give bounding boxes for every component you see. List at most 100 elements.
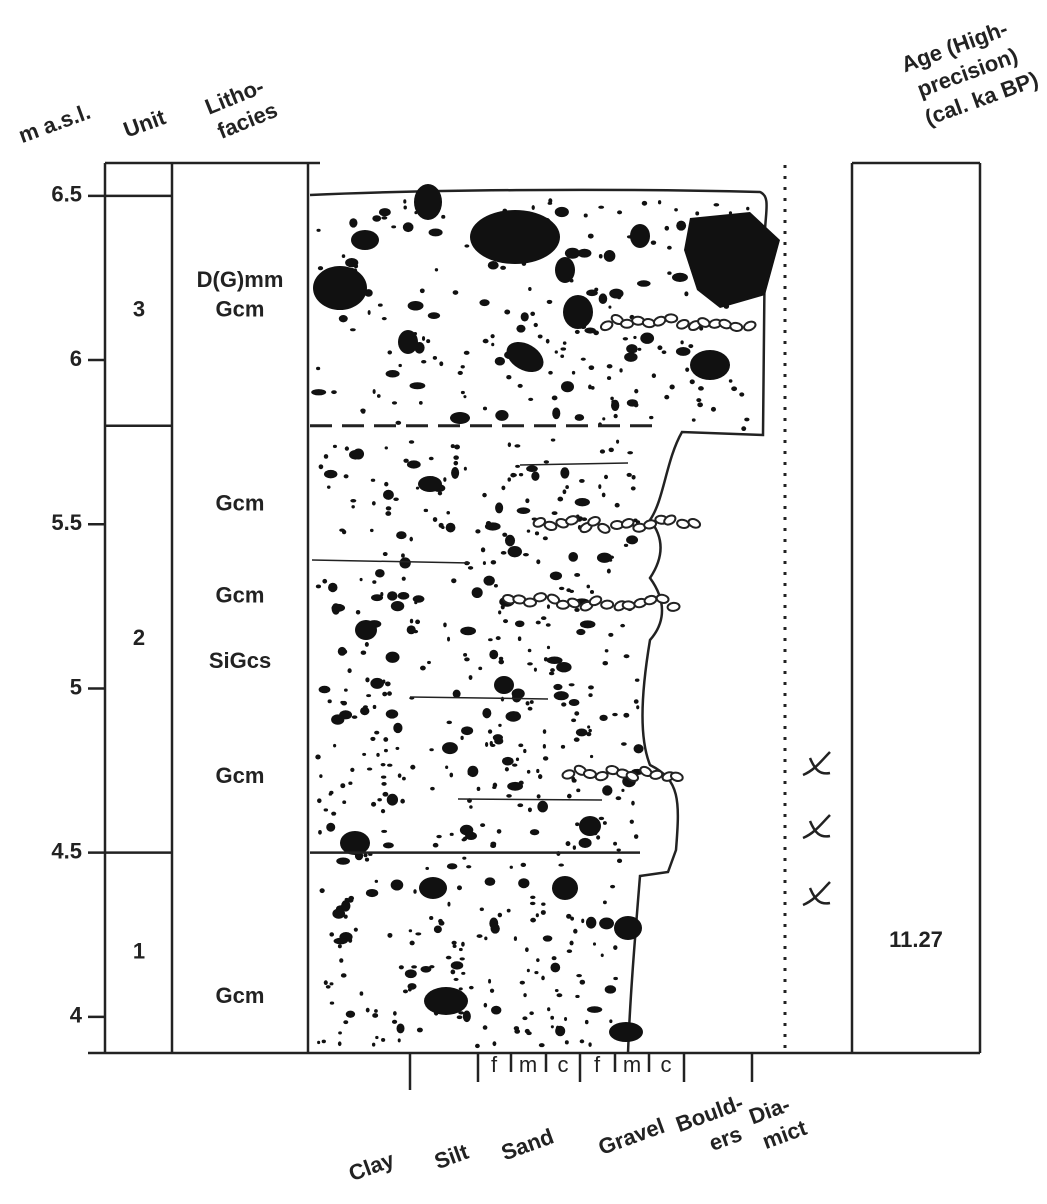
clast [317,266,324,271]
clast [337,1041,342,1047]
clast [487,729,493,734]
clast [676,220,687,231]
clast [731,386,738,392]
clast [608,632,614,637]
clast [581,517,588,521]
clast [500,696,505,702]
clast [409,536,413,542]
clast [564,1017,568,1022]
pebble [687,518,702,529]
clast [509,865,513,869]
clast [462,856,467,860]
clast [602,417,606,421]
clast [538,774,543,780]
clast [390,600,405,612]
clast [381,1037,386,1042]
clast [339,528,345,532]
clast [319,888,325,894]
clast [583,213,588,218]
clast [460,365,465,369]
clast [343,914,348,919]
clast [684,291,689,297]
clast [534,531,540,536]
clast [468,985,474,990]
clast [371,801,377,807]
clast [372,1013,379,1018]
clast [315,584,322,589]
clast [574,607,580,612]
pebble [620,518,635,529]
clast [347,668,352,674]
clast [542,756,549,761]
clast [408,929,413,933]
clast [382,679,386,684]
clast [571,370,576,375]
clast [586,289,598,297]
clast [452,689,461,698]
clast [425,866,430,871]
clast [526,465,538,473]
clast [537,334,543,339]
clast [554,988,559,993]
clast [380,808,386,814]
clast [453,455,459,460]
grain-size-label: Gravel [595,1113,668,1160]
clast [547,1007,551,1012]
clast [602,821,607,825]
pebble [643,519,658,530]
clast [383,748,388,753]
clast [487,260,499,270]
clast [650,240,657,245]
clast [633,335,637,339]
clast [691,418,696,422]
clast [584,327,596,334]
clast [492,653,497,658]
clast [344,446,350,451]
clast [531,205,535,210]
y-tick-label: 6 [70,346,82,371]
clast [438,918,443,924]
clast [522,1016,528,1021]
clast [671,272,688,282]
clast [360,706,370,716]
clast [337,944,342,949]
pebble [666,601,681,612]
clast [664,225,670,231]
clast [458,1011,465,1015]
clast [540,910,546,915]
clast [598,254,603,259]
clast [588,1042,592,1047]
clast [409,940,415,946]
clast [395,420,402,425]
clast [504,309,511,315]
clast [565,841,571,847]
clast [612,712,618,717]
clast [365,888,379,898]
clast [341,700,348,706]
clast [574,711,580,716]
clast [664,394,670,400]
clast [629,819,634,824]
clast [549,571,563,581]
clast [492,786,497,790]
class-label: c [558,1052,569,1077]
clast [565,485,569,490]
clast [325,985,331,989]
clast [468,675,473,680]
clast [407,300,424,311]
clast [560,467,570,479]
clast [429,915,434,920]
clast [556,993,563,998]
clast [402,989,408,994]
clast [402,776,406,781]
clast [336,857,350,865]
pebble [594,770,609,782]
clast [574,414,585,421]
clast [340,783,346,789]
clast [520,862,527,867]
clast [331,811,337,816]
clast [610,396,614,401]
clast [674,208,678,212]
clast [527,648,532,653]
clast [497,912,503,918]
